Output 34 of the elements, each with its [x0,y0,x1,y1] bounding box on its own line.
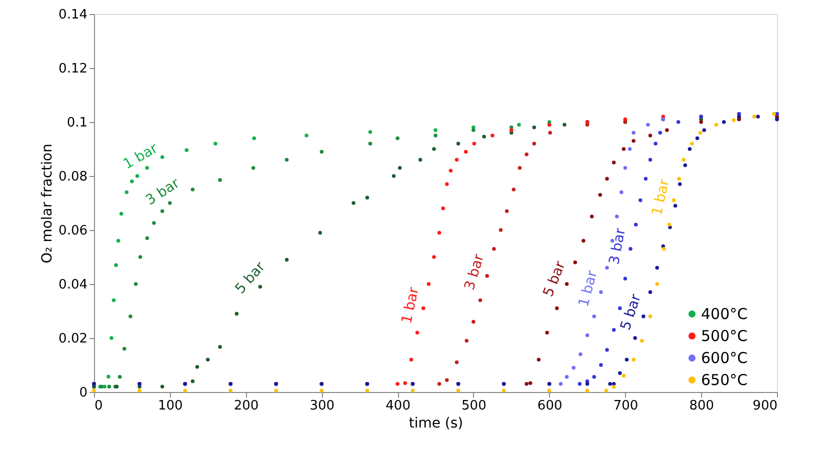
y-tick-label: 0.06 [58,224,88,238]
x-tick-label: 900 [752,398,778,414]
x-tick-label: 500 [462,398,486,414]
y-tick-label: 0 [79,386,88,400]
y-tick-label: 0.08 [58,170,88,184]
annotation: 5 bar [618,292,645,332]
annotation: 3 bar [606,226,630,266]
annotation: 1 bar [120,140,161,173]
x-tick-label: 700 [613,398,638,414]
x-tick-label: 800 [689,398,714,414]
legend-label: 600°C [701,349,748,367]
x-tick-label: 0 [94,398,103,414]
annotation: 5 bar [540,259,569,300]
y-tick-label: 0.1 [66,116,88,130]
y-tick-label: 0.02 [58,332,88,346]
y-tick-label: 0.14 [58,8,88,22]
annotation: 1 bar [576,268,601,309]
y-tick-label: 0.04 [58,278,88,292]
x-tick-label: 400 [386,398,410,414]
legend-label: 650°C [701,371,748,389]
y-axis-title: O₂ molar fraction [40,144,56,264]
legend-label: 400°C [701,305,748,323]
x-tick-label: 300 [310,398,335,414]
x-axis-title: time (s) [408,416,464,432]
annotation: 1 bar [649,178,673,218]
legend-label: 500°C [701,327,748,345]
x-tick-label: 200 [234,398,259,414]
x-tick-label: 100 [158,398,183,414]
annotation: 3 bar [462,252,488,292]
annotation: 5 bar [232,258,269,298]
y-tick-label: 0.12 [58,62,88,76]
annotation: 1 bar [398,286,422,326]
x-tick-label: 600 [537,398,562,414]
annotation: 3 bar [143,175,183,209]
